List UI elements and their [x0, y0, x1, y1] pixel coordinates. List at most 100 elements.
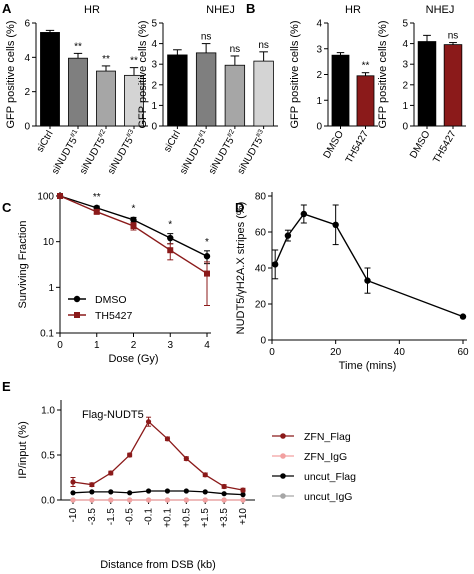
- c5-series-0-point-3: [332, 221, 339, 228]
- c1-y-tick-label-5: 5: [151, 19, 157, 30]
- c1-y-tick-label-1: 1: [151, 101, 157, 112]
- c1-y-tick-label-2: 2: [151, 80, 157, 91]
- c5-y-tick-label-0: 0: [260, 336, 266, 347]
- c4-x-label: Dose (Gy): [108, 353, 158, 365]
- c3-x-tick-label-1: TH5427: [431, 129, 459, 166]
- c1-annotation-3: ns: [258, 40, 269, 51]
- panel-letter-d: D: [235, 200, 244, 215]
- c2-x-tick-label-1: TH5427: [344, 129, 372, 166]
- c3-y-tick-label-0: 0: [402, 122, 408, 133]
- c6-y-tick-label-0: 0.0: [41, 496, 55, 507]
- c2-y-tick-label-4: 4: [316, 19, 322, 30]
- c0-y-tick-label-2: 4: [24, 53, 30, 64]
- c6-x-tick-label-5: +0.1: [162, 508, 173, 528]
- c4-series-0-point-4: [203, 253, 211, 260]
- c4-x-tick-label-2: 2: [131, 340, 137, 351]
- c6-legend-label-1: ZFN_IgG: [304, 451, 347, 463]
- c6-series-2-point-9: [240, 492, 246, 498]
- c1-bar-2: [224, 64, 246, 127]
- c4-y-tick-label-2: 10: [43, 237, 55, 248]
- c1-title: NHEJ: [206, 4, 235, 16]
- panel-letter-c: C: [2, 200, 12, 215]
- c5-x-label: Time (mins): [339, 360, 397, 372]
- c1-y-tick-label-4: 4: [151, 39, 157, 50]
- c4-annotation-2: *: [168, 220, 172, 231]
- c6-legend-label-2: uncut_Flag: [304, 471, 356, 483]
- c6-series-2-point-1: [89, 489, 95, 495]
- c0-annotation-2: **: [102, 54, 110, 65]
- c3-bar-1: [443, 44, 463, 127]
- c6-series-1-point-1: [89, 497, 95, 503]
- c6-series-2-point-6: [183, 488, 189, 494]
- c1-x-tick-label-3: siNUDT5#3: [235, 128, 270, 176]
- c6-x-tick-label-3: -0.5: [125, 508, 136, 526]
- c6-series-1-point-5: [164, 497, 171, 503]
- c2-y-tick-label-2: 2: [316, 70, 322, 81]
- c5-x-tick-label-2: 40: [394, 347, 406, 358]
- c6-legend-label-3: uncut_IgG: [304, 491, 352, 503]
- c4-annotation-3: *: [205, 237, 209, 248]
- c1-bar-1: [195, 52, 217, 127]
- c4-series-1-point-1: [93, 208, 100, 215]
- panel-letter-a: A: [2, 1, 12, 16]
- c6-series-1-point-9: [240, 497, 246, 503]
- c1-bar-0: [167, 54, 188, 127]
- c6-series-1-point-0: [70, 497, 76, 503]
- c4-series-1-point-0: [57, 193, 63, 199]
- c1-y-tick-label-0: 0: [151, 122, 157, 133]
- c6-series-2-point-2: [108, 489, 114, 495]
- c6-series-1-point-7: [202, 497, 208, 503]
- c6-x-tick-label-6: +0.5: [181, 508, 192, 528]
- c2-bar-0: [331, 54, 350, 127]
- c6-y-tick-label-2: 1.0: [41, 406, 55, 417]
- c0-x-tick-label-0: siCtrl: [35, 129, 56, 154]
- c6-x-tick-label-7: +1.5: [200, 508, 211, 528]
- c4-y-tick-label-1: 1: [48, 283, 54, 294]
- c6-series-2-point-3: [127, 490, 133, 496]
- c0-y-tick-label-0: 0: [24, 122, 30, 133]
- c6-legend-marker-2: [280, 473, 286, 479]
- c0-y-label: GFP positive cells (%): [5, 21, 17, 129]
- c4-legend-marker-0: [73, 295, 81, 303]
- c1-x-tick-label-1: siNUDT5#1: [177, 128, 212, 176]
- c1-x-tick-label-0: siCtrl: [162, 129, 183, 154]
- c6-series-2-point-4: [145, 488, 152, 494]
- c2-y-label: GFP positive cells (%): [289, 21, 301, 129]
- c6-legend-label-0: ZFN_Flag: [304, 431, 351, 443]
- c4-x-tick-label-3: 3: [167, 340, 173, 351]
- c3-annotation-1: ns: [448, 31, 459, 42]
- c2-title: HR: [345, 4, 361, 16]
- c4-x-tick-label-0: 0: [57, 340, 63, 351]
- c6-series-1-point-3: [127, 497, 133, 503]
- c6-series-0-point-2: [108, 470, 114, 476]
- c2-bar-1: [356, 75, 375, 127]
- c3-y-tick-label-2: 2: [402, 80, 408, 91]
- c6-title: Flag-NUDT5: [82, 409, 144, 421]
- c5-y-tick-label-3: 60: [255, 228, 267, 239]
- c1-bar-3: [253, 60, 274, 127]
- c5-y-label: NUDT5/γH2A.X stripes (%): [235, 202, 247, 335]
- c5-series-0-point-2: [300, 210, 308, 218]
- c6-y-tick-label-1: 0.5: [41, 451, 55, 462]
- c5-series-0-line: [274, 213, 464, 318]
- c6-series-0-point-8: [221, 483, 227, 490]
- c6-series-2-point-7: [202, 489, 208, 495]
- c1-annotation-1: ns: [201, 32, 212, 43]
- c6-series-0-point-7: [202, 472, 208, 478]
- c6-series-2-line: [72, 490, 244, 496]
- c0-bar-0: [40, 32, 60, 127]
- c1-x-tick-label-2: siNUDT5#2: [206, 128, 241, 176]
- c3-y-tick-label-5: 5: [402, 19, 408, 30]
- c5-x-tick-label-1: 20: [330, 347, 342, 358]
- c6-series-0-point-1: [89, 482, 95, 488]
- c0-annotation-3: **: [130, 56, 138, 67]
- c3-y-label: GFP positive cells (%): [377, 21, 389, 129]
- c1-y-label: GFP positive cells (%): [137, 21, 149, 129]
- c3-title: NHEJ: [426, 4, 455, 16]
- c6-legend-marker-0: [280, 433, 286, 439]
- c0-annotation-1: **: [74, 41, 82, 52]
- c6-y-label: IP/input (%): [17, 421, 29, 478]
- c2-y-tick-label-3: 3: [316, 44, 322, 55]
- c6-series-1-point-2: [108, 497, 114, 503]
